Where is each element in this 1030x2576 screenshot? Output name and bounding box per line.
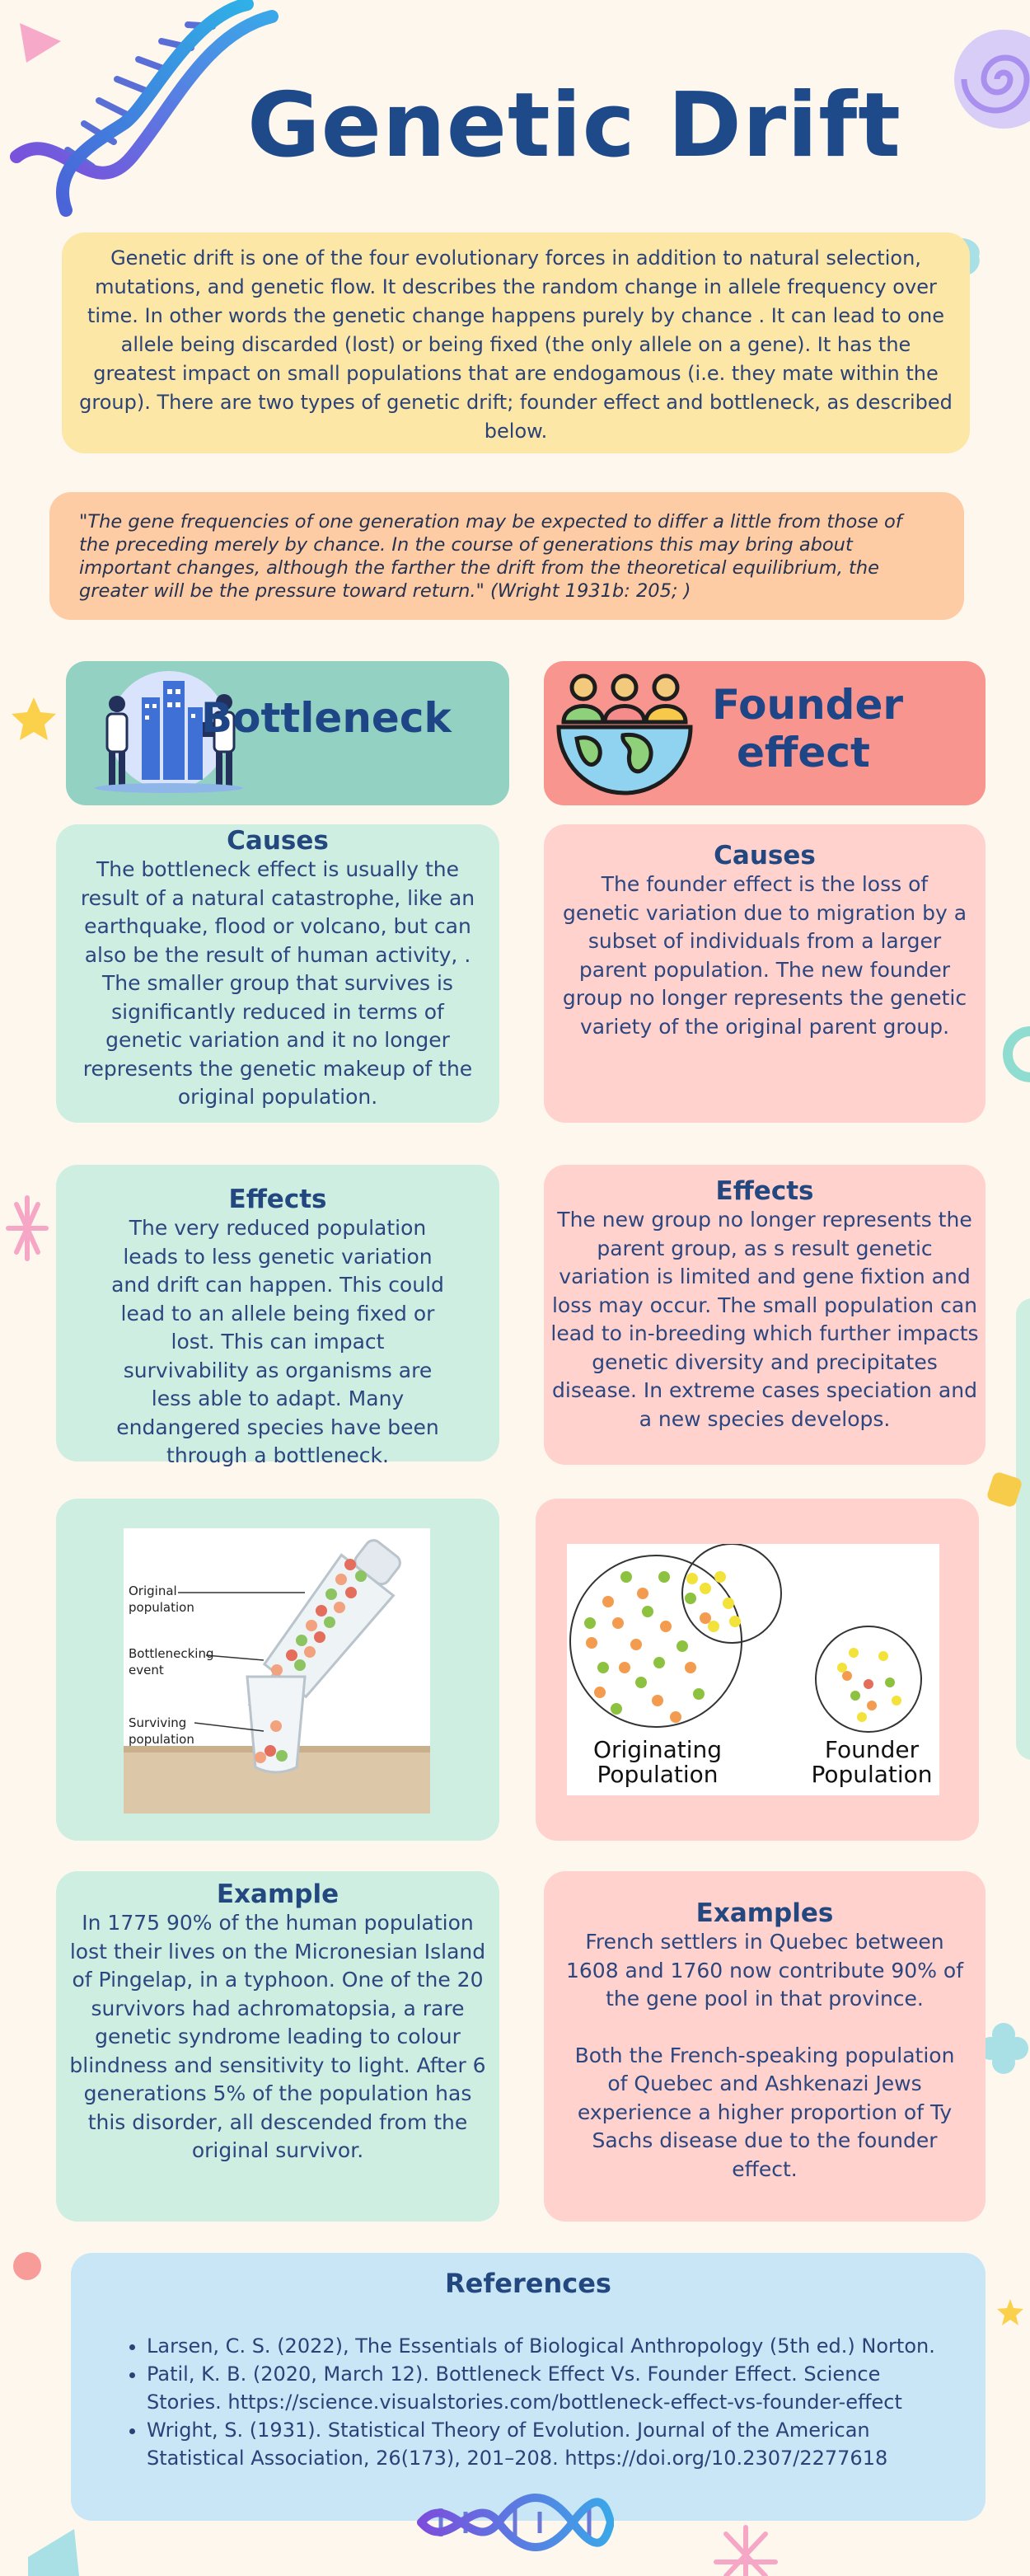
bottleneck-example-title: Example xyxy=(216,1879,339,1909)
founder-diagram: Originating Population Founder Populatio… xyxy=(567,1544,939,1795)
bottleneck-effects-card: Effects The very reduced population lead… xyxy=(56,1165,499,1467)
bottleneck-diagram-card: Original population Bottlenecking event … xyxy=(56,1499,499,1841)
sparkle-decoration xyxy=(6,1195,49,1261)
founder-effects-card: Effects The new group no longer represen… xyxy=(544,1165,986,1465)
wright-quote: "The gene frequencies of one generation … xyxy=(49,492,964,620)
spiral-decoration xyxy=(954,30,1030,129)
bottleneck-causes-text: The bottleneck effect is usually the res… xyxy=(80,857,475,1109)
founder-causes-title: Causes xyxy=(714,841,816,870)
founder-causes-text: The founder effect is the loss of geneti… xyxy=(562,872,967,1039)
star-small-decoration xyxy=(997,2299,1023,2325)
references-card: References Larsen, C. S. (2022), The Ess… xyxy=(71,2253,986,2521)
bottleneck-heading-card: Bottleneck xyxy=(66,661,509,805)
bottleneck-diagram: Original population Bottlenecking event … xyxy=(124,1528,430,1814)
dna-helix-icon xyxy=(10,0,279,217)
bottleneck-heading: Bottleneck xyxy=(201,694,452,742)
triangle-bottom-decoration xyxy=(28,2529,79,2576)
label-bottlenecking-event: Bottlenecking event xyxy=(129,1646,214,1677)
founder-effects-text: The new group no longer represents the p… xyxy=(550,1208,979,1431)
founder-examples-text-2: Both the French-speaking population of Q… xyxy=(574,2043,955,2181)
bottleneck-causes-card: Causes The bottleneck effect is usually … xyxy=(56,824,499,1123)
intro-text: Genetic drift is one of the four evoluti… xyxy=(62,232,970,453)
bottle-illustration xyxy=(124,1539,430,1814)
dot-decoration xyxy=(13,2252,41,2280)
square-decoration xyxy=(987,1472,1022,1507)
references-list: Larsen, C. S. (2022), The Essentials of … xyxy=(104,2332,953,2472)
bottleneck-effects-title: Effects xyxy=(228,1185,327,1214)
people-globe-icon xyxy=(556,673,693,795)
bottleneck-example-text: In 1775 90% of the human population lost… xyxy=(69,1911,486,2162)
scientists-illustration xyxy=(95,671,243,793)
bottleneck-effects-text: The very reduced population leads to les… xyxy=(111,1216,444,1467)
bottleneck-causes-title: Causes xyxy=(227,826,329,856)
references-title: References xyxy=(445,2268,611,2299)
star-decoration xyxy=(12,697,56,740)
label-surviving-population: Surviving population xyxy=(129,1715,194,1747)
label-founder-population: Founder Population xyxy=(811,1736,933,1788)
founder-diagram-card: Originating Population Founder Populatio… xyxy=(536,1499,979,1841)
triangle-decoration xyxy=(20,23,61,63)
arc-decoration xyxy=(1003,1026,1030,1082)
sparkle-bottom-decoration xyxy=(714,2525,778,2576)
label-originating-population: Originating Population xyxy=(592,1736,723,1788)
founder-heading-line1: Founder xyxy=(712,681,904,729)
page-title: Genetic Drift xyxy=(247,74,901,177)
founder-heading-line2: effect xyxy=(737,729,870,777)
reference-item: Patil, K. B. (2020, March 12). Bottlenec… xyxy=(147,2360,953,2416)
founder-effects-title: Effects xyxy=(715,1176,814,1206)
reference-item: Larsen, C. S. (2022), The Essentials of … xyxy=(147,2332,953,2360)
founder-heading-card: Founder effect xyxy=(544,661,986,805)
reference-item: Wright, S. (1931). Statistical Theory of… xyxy=(147,2416,953,2472)
founder-examples-title: Examples xyxy=(695,1898,834,1928)
founder-examples-text-1: French settlers in Quebec between 1608 a… xyxy=(565,1930,964,2011)
founder-causes-card: Causes The founder effect is the loss of… xyxy=(544,824,986,1123)
populations-illustration xyxy=(569,1544,922,1733)
founder-examples-card: Examples French settlers in Quebec betwe… xyxy=(544,1871,986,2222)
side-panel-decoration xyxy=(1016,1298,1030,1760)
label-original-population: Original population xyxy=(129,1584,194,1615)
dna-strand-icon xyxy=(417,2494,614,2551)
bottleneck-example-card: Example In 1775 90% of the human populat… xyxy=(56,1871,499,2222)
